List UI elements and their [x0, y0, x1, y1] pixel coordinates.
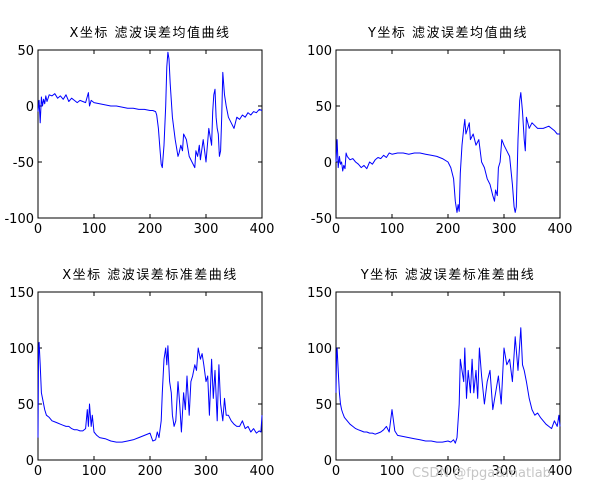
x-tick-label: 400 — [548, 464, 573, 479]
y-tick-label: -50 — [13, 156, 34, 171]
y-tick-label: 50 — [17, 398, 34, 413]
x-tick-label: 0 — [34, 464, 42, 479]
x-tick-label: 400 — [548, 222, 573, 237]
y-tick-label: 0 — [26, 454, 34, 469]
x-tick-label: 100 — [380, 222, 405, 237]
series-line — [37, 51, 263, 169]
y-tick-label: 50 — [315, 100, 332, 115]
x-tick-label: 300 — [492, 464, 517, 479]
series-line — [335, 327, 561, 444]
x-tick-label: 200 — [436, 222, 461, 237]
y-tick-label: 100 — [307, 44, 332, 59]
y-tick-label: 100 — [307, 342, 332, 357]
axes-frame — [335, 291, 561, 461]
y-tick-label: 150 — [307, 286, 332, 301]
x-tick-label: 100 — [380, 464, 405, 479]
y-tick-label: 100 — [9, 342, 34, 357]
x-tick-label: 200 — [138, 464, 163, 479]
axes-frame — [37, 291, 263, 461]
series-line — [37, 341, 263, 443]
x-tick-label: 200 — [138, 222, 163, 237]
chart-title: X坐标 滤波误差标准差曲线 — [62, 268, 238, 283]
x-tick-label: 0 — [332, 222, 340, 237]
x-tick-label: 300 — [194, 222, 219, 237]
x-tick-label: 200 — [436, 464, 461, 479]
axes-frame — [37, 49, 263, 219]
x-tick-label: 0 — [332, 464, 340, 479]
subplot-3: 0 100 200 300 400 150 100 50 0 X坐标 滤波误差标准差曲线 — [9, 268, 274, 479]
x-tick-label: 300 — [492, 222, 517, 237]
watermark-text: CSDN @fpga&matlab — [412, 466, 551, 481]
x-tick-label: 100 — [82, 222, 107, 237]
x-tick-label: 0 — [34, 222, 42, 237]
y-tick-label: 50 — [17, 44, 34, 59]
y-tick-label: 0 — [26, 100, 34, 115]
x-tick-label: 300 — [194, 464, 219, 479]
chart-title: Y坐标 滤波误差标准差曲线 — [360, 268, 536, 283]
y-tick-label: -50 — [311, 212, 332, 227]
x-tick-label: 400 — [250, 464, 275, 479]
x-tick-label: 100 — [82, 464, 107, 479]
y-tick-label: 150 — [9, 286, 34, 301]
series-line — [335, 92, 560, 213]
y-tick-label: 0 — [324, 156, 332, 171]
subplot-4: 0 100 200 300 400 150 100 50 0 Y坐标 滤波误差标准差曲线 — [307, 268, 572, 479]
chart-title: X坐标 滤波误差均值曲线 — [69, 25, 230, 41]
chart-title: Y坐标 滤波误差均值曲线 — [367, 25, 528, 41]
y-tick-label: 50 — [315, 398, 332, 413]
axes-frame — [335, 49, 561, 219]
x-tick-label: 400 — [250, 222, 275, 237]
y-tick-label: 0 — [324, 454, 332, 469]
y-tick-label: -100 — [4, 212, 34, 227]
